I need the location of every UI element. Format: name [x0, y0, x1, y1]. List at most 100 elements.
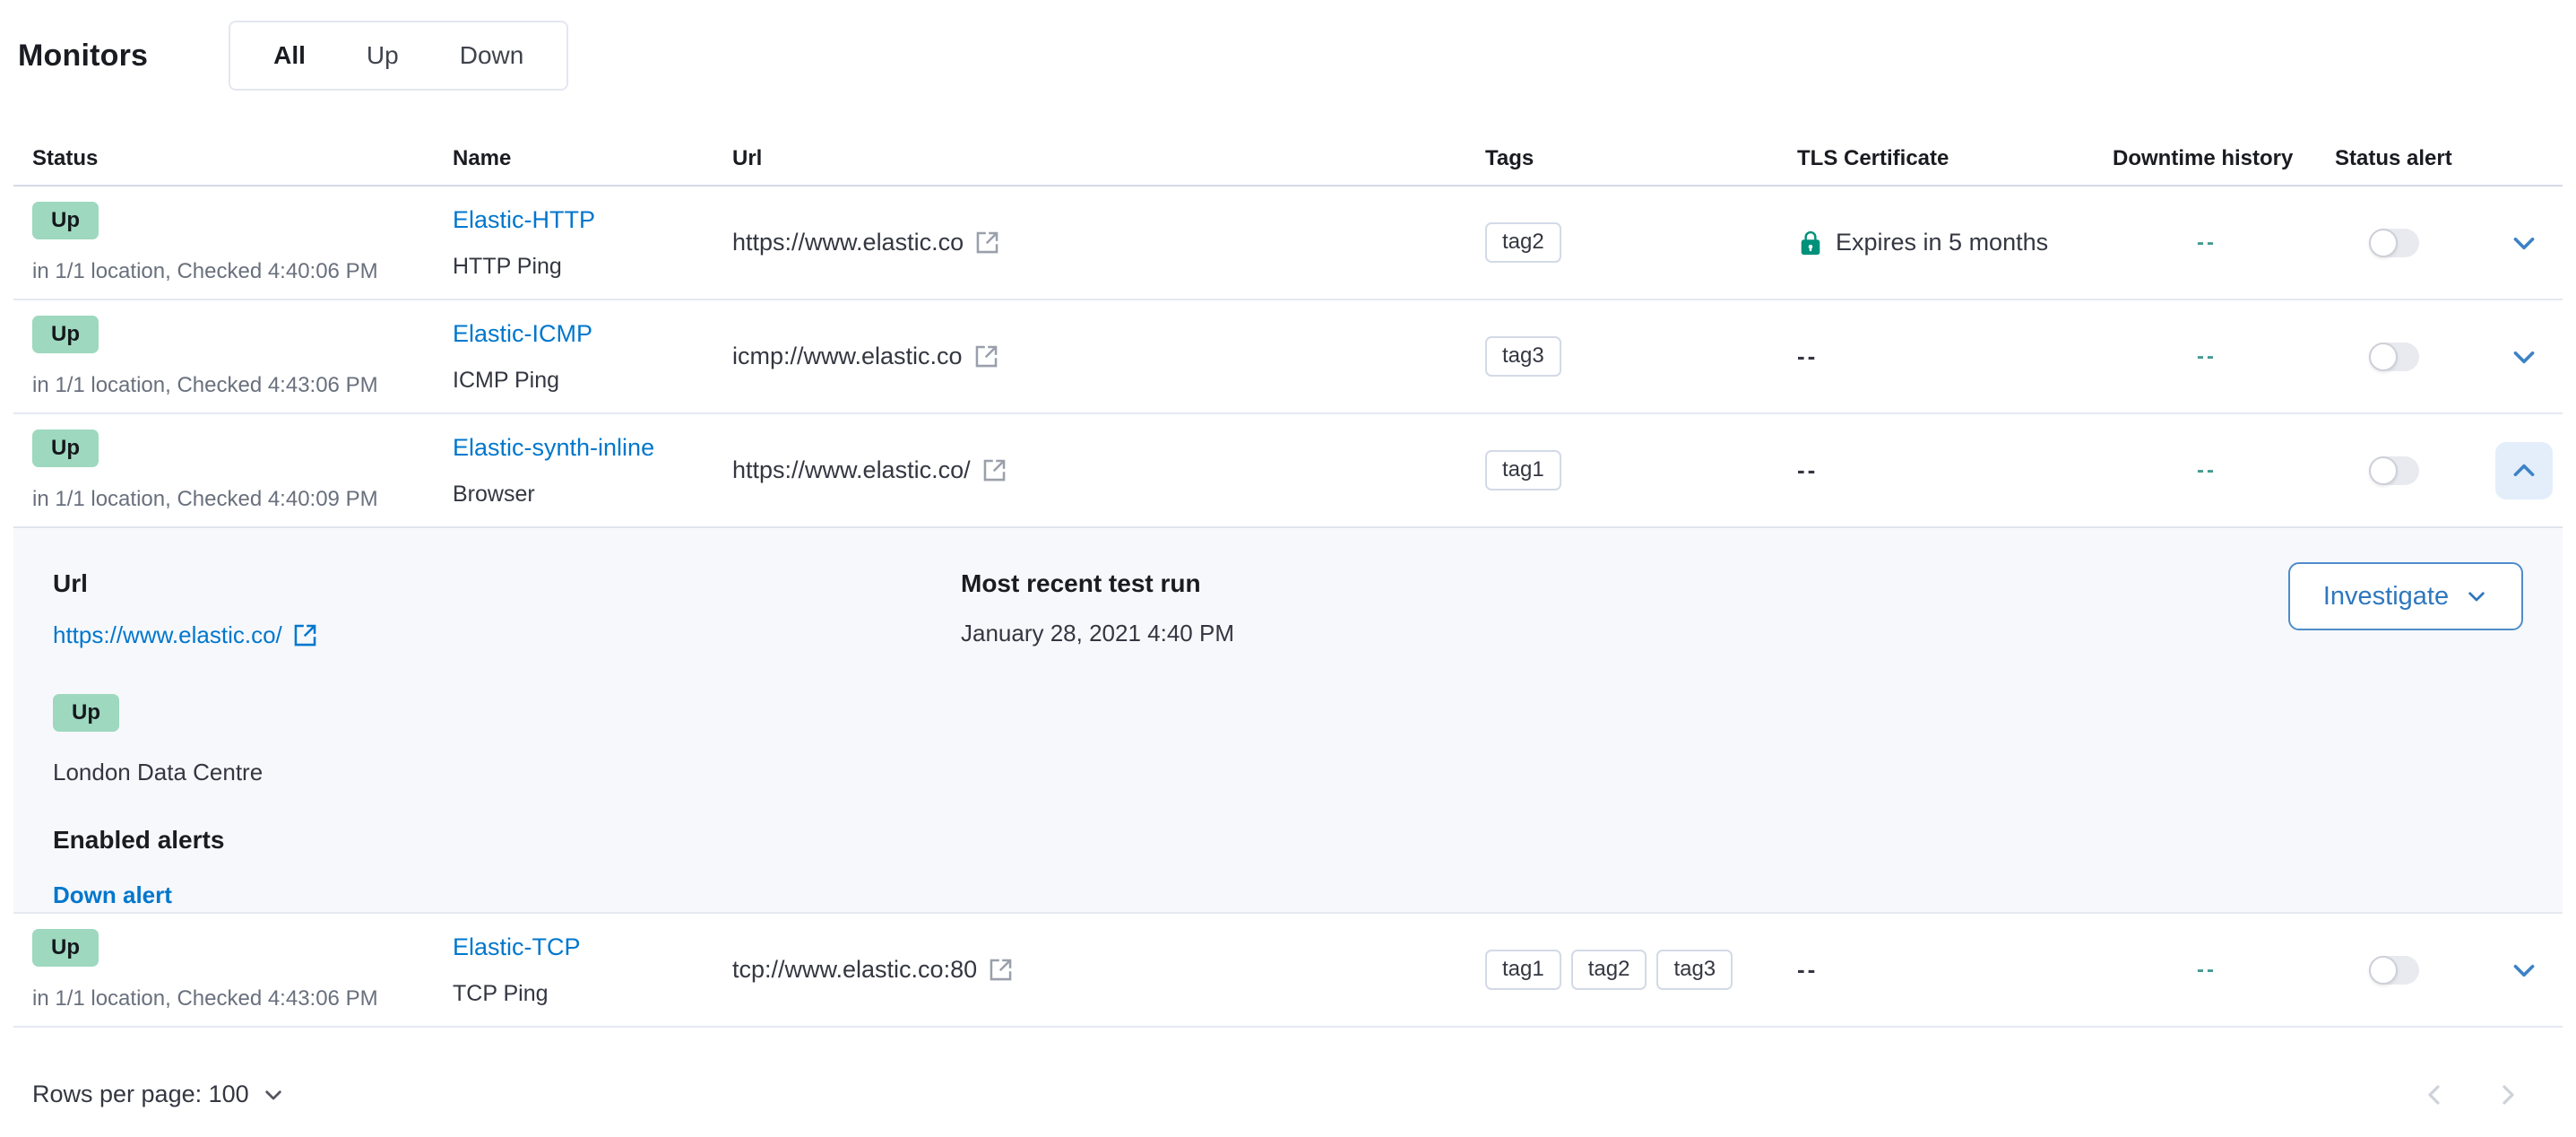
- tag-badge[interactable]: tag3: [1656, 950, 1733, 990]
- panel-location: London Data Centre: [53, 759, 264, 785]
- column-header-downtime: Downtime history: [2113, 146, 2294, 170]
- panel-alerts-label: Enabled alerts: [53, 826, 225, 854]
- external-link-icon[interactable]: [989, 958, 1013, 982]
- status-alert-toggle[interactable]: [2369, 955, 2419, 985]
- toggle-knob: [2369, 228, 2398, 257]
- status-alert-cell: [2319, 456, 2485, 485]
- expand-cell: [2485, 946, 2563, 994]
- investigate-button[interactable]: Investigate: [2288, 562, 2523, 630]
- table-header-row: Status Name Url Tags TLS Certificate Dow…: [13, 133, 2563, 187]
- next-page-button[interactable]: [2494, 1081, 2522, 1109]
- downtime-cell: --: [2095, 458, 2319, 483]
- status-alert-toggle[interactable]: [2369, 228, 2419, 257]
- monitor-url[interactable]: https://www.elastic.co/: [732, 456, 971, 483]
- filter-all-button[interactable]: All: [243, 22, 336, 89]
- previous-page-button[interactable]: [2420, 1081, 2449, 1109]
- monitor-type: HTTP Ping: [453, 253, 562, 279]
- expand-row-button[interactable]: [2500, 219, 2548, 267]
- tls-cell: Expires in 5 months: [1779, 229, 2095, 256]
- recent-test-value: January 28, 2021 4:40 PM: [961, 620, 1234, 647]
- downtime-value: --: [2197, 343, 2217, 369]
- status-cell: Up in 1/1 location, Checked 4:43:06 PM: [13, 928, 437, 1011]
- status-detail: in 1/1 location, Checked 4:43:06 PM: [32, 372, 378, 397]
- external-link-icon[interactable]: [982, 458, 1007, 482]
- monitor-name-link[interactable]: Elastic-HTTP: [453, 205, 596, 233]
- lock-icon: [1801, 230, 1820, 255]
- expand-row-button[interactable]: [2500, 946, 2548, 994]
- name-cell: Elastic-synth-inline Browser: [437, 434, 716, 508]
- filter-down-button[interactable]: Down: [429, 22, 555, 89]
- status-alert-cell: [2319, 228, 2485, 257]
- external-link-icon[interactable]: [975, 230, 999, 255]
- status-cell: Up in 1/1 location, Checked 4:43:06 PM: [13, 315, 437, 398]
- monitor-url[interactable]: tcp://www.elastic.co:80: [732, 956, 978, 983]
- downtime-cell: --: [2095, 958, 2319, 983]
- tag-badge[interactable]: tag2: [1570, 950, 1647, 990]
- tag-badge[interactable]: tag1: [1485, 450, 1561, 490]
- downtime-value: --: [2197, 230, 2217, 255]
- monitor-detail-panel: Url https://www.elastic.co/ Up London Da…: [13, 528, 2563, 914]
- status-badge: Up: [32, 928, 99, 967]
- chevron-up-icon: [2513, 464, 2535, 476]
- chevron-down-icon: [2513, 237, 2535, 249]
- chevron-right-icon: [2503, 1084, 2514, 1105]
- filter-up-button[interactable]: Up: [336, 22, 429, 89]
- chevron-down-icon: [264, 1089, 281, 1099]
- status-badge: Up: [32, 201, 99, 239]
- panel-recent-test-block: Most recent test run January 28, 2021 4:…: [961, 569, 1234, 647]
- toggle-knob: [2369, 342, 2398, 371]
- downtime-value: --: [2197, 957, 2217, 982]
- monitor-url[interactable]: icmp://www.elastic.co: [732, 343, 963, 369]
- monitors-table: Status Name Url Tags TLS Certificate Dow…: [13, 133, 2563, 1028]
- external-link-icon: [294, 624, 316, 647]
- tags-cell: tag1: [1467, 450, 1779, 490]
- monitors-header: Monitors All Up Down: [0, 0, 2576, 91]
- tags-cell: tag2: [1467, 222, 1779, 263]
- monitor-type: Browser: [453, 481, 535, 507]
- tls-empty: --: [1797, 956, 1819, 983]
- status-cell: Up in 1/1 location, Checked 4:40:09 PM: [13, 429, 437, 512]
- table-footer: Rows per page: 100: [0, 1080, 2576, 1109]
- tag-badge[interactable]: tag3: [1485, 336, 1561, 377]
- name-cell: Elastic-HTTP HTTP Ping: [437, 206, 716, 280]
- tag-badge[interactable]: tag1: [1485, 950, 1561, 990]
- tags-cell: tag3: [1467, 336, 1779, 377]
- collapse-row-button[interactable]: [2495, 441, 2553, 499]
- url-cell: https://www.elastic.co: [716, 229, 1467, 256]
- monitor-name-link[interactable]: Elastic-synth-inline: [453, 433, 655, 461]
- monitor-url[interactable]: https://www.elastic.co: [732, 229, 964, 256]
- status-alert-toggle[interactable]: [2369, 456, 2419, 485]
- external-link-icon[interactable]: [974, 344, 998, 369]
- monitor-name-link[interactable]: Elastic-ICMP: [453, 319, 593, 347]
- down-alert-link[interactable]: Down alert: [53, 881, 172, 908]
- status-badge: Up: [32, 315, 99, 353]
- tags-cell: tag1 tag2 tag3: [1467, 950, 1779, 990]
- panel-url-link[interactable]: https://www.elastic.co/: [53, 621, 2563, 649]
- status-alert-toggle[interactable]: [2369, 342, 2419, 371]
- chevron-left-icon: [2428, 1084, 2440, 1105]
- tag-badge[interactable]: tag2: [1485, 222, 1561, 263]
- tls-cell: --: [1779, 456, 2095, 484]
- toggle-knob: [2369, 955, 2398, 985]
- status-filter-group: All Up Down: [229, 21, 569, 91]
- table-row: Up in 1/1 location, Checked 4:40:09 PM E…: [13, 414, 2563, 528]
- expand-row-button[interactable]: [2500, 333, 2548, 381]
- panel-url-label: Url: [53, 569, 88, 597]
- url-cell: https://www.elastic.co/: [716, 456, 1467, 484]
- rows-per-page-button[interactable]: Rows per page: 100: [27, 1080, 290, 1109]
- tls-empty: --: [1797, 343, 1819, 369]
- page-title: Monitors: [18, 38, 149, 73]
- column-header-tags: Tags: [1485, 146, 1534, 170]
- monitor-name-link[interactable]: Elastic-TCP: [453, 933, 581, 960]
- url-cell: tcp://www.elastic.co:80: [716, 956, 1467, 984]
- column-header-url: Url: [732, 146, 763, 170]
- tls-cell: --: [1779, 343, 2095, 370]
- status-detail: in 1/1 location, Checked 4:43:06 PM: [32, 985, 378, 1011]
- table-row: Up in 1/1 location, Checked 4:40:06 PM E…: [13, 187, 2563, 300]
- status-alert-cell: [2319, 955, 2485, 985]
- table-row: Up in 1/1 location, Checked 4:43:06 PM E…: [13, 300, 2563, 414]
- status-badge: Up: [32, 429, 99, 467]
- name-cell: Elastic-ICMP ICMP Ping: [437, 320, 716, 394]
- column-header-status-alert: Status alert: [2335, 146, 2452, 170]
- monitor-type: ICMP Ping: [453, 367, 560, 393]
